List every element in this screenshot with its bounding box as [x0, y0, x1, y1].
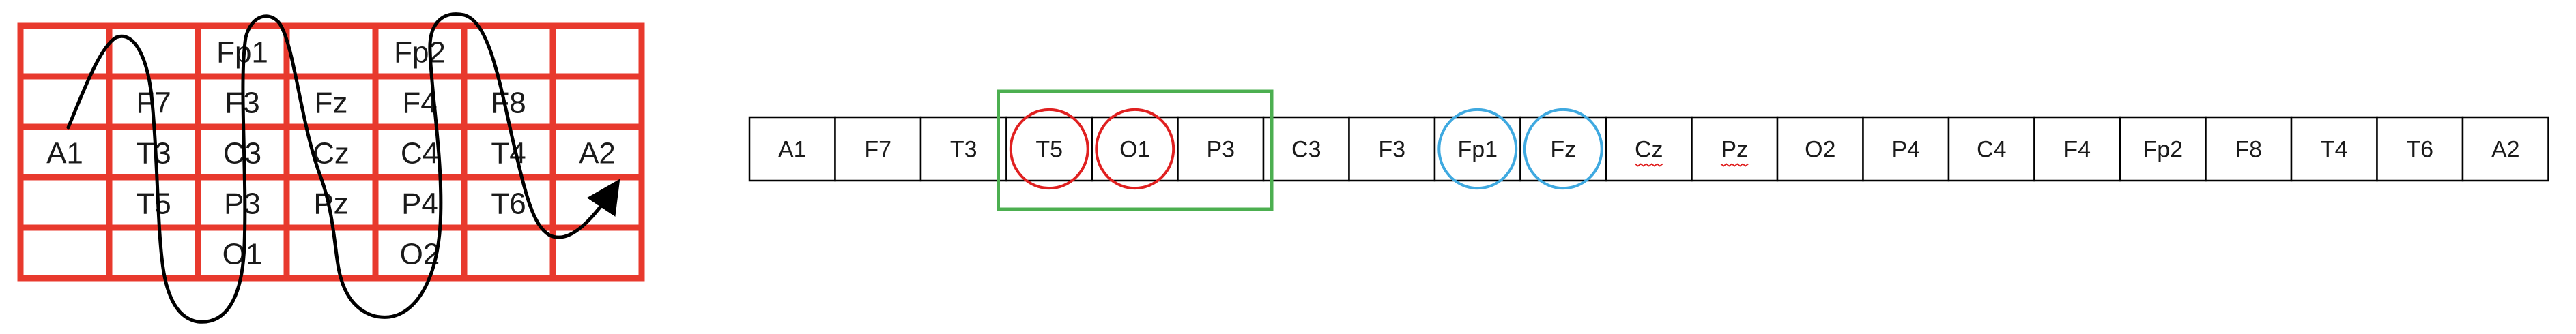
sequence-electrode-label: F8 — [2235, 137, 2262, 163]
grid-electrode-label: T6 — [491, 187, 526, 221]
grid-electrode-label: T4 — [491, 137, 526, 170]
sequence-electrode-label: P3 — [1206, 137, 1235, 163]
sequence-electrode-label: O2 — [1805, 137, 1835, 163]
sequence-cell — [1433, 116, 1521, 182]
sequence-electrode-label: C3 — [1291, 137, 1321, 163]
sequence-cell — [748, 116, 836, 182]
grid-electrode-label: C4 — [401, 137, 439, 170]
sequence-electrode-label: C4 — [1977, 137, 2006, 163]
sequence-cell — [2033, 116, 2121, 182]
spellcheck-underline — [1635, 163, 1663, 167]
highlight-circle-red — [1095, 108, 1175, 190]
montage-trace-path — [66, 12, 620, 324]
sequence-electrode-label: A2 — [2491, 137, 2520, 163]
electrode-grid — [17, 22, 645, 282]
highlight-circle-blue — [1523, 108, 1603, 190]
sequence-cell — [1947, 116, 2035, 182]
sequence-electrode-label: F7 — [864, 137, 891, 163]
sequence-electrode-label: T6 — [2406, 137, 2433, 163]
sequence-cell — [834, 116, 922, 182]
highlight-circle-blue — [1437, 108, 1518, 190]
sequence-electrode-label: A1 — [778, 137, 807, 163]
sequence-electrode-label: O1 — [1119, 137, 1150, 163]
grid-electrode-label: P4 — [401, 187, 438, 221]
sequence-electrode-label: Fz — [1550, 137, 1576, 163]
grid-electrode-label: T5 — [136, 187, 171, 221]
sequence-cell — [1177, 116, 1265, 182]
sequence-cell — [1519, 116, 1607, 182]
montage-sequence-labels: A1 F7 T3 T5 O1 P3 C3 F3 Fp1 Fz Cz Pz O2 P4 C4 F4 Fp2 F8 T4… — [778, 137, 2520, 163]
montage-highlights — [997, 89, 1749, 211]
sequence-cell — [1776, 116, 1864, 182]
highlight-box-green — [997, 89, 1274, 211]
sequence-electrode-label: Fp2 — [2143, 137, 2183, 163]
sequence-electrode-label: Fp1 — [1457, 137, 1498, 163]
sequence-cell — [2461, 116, 2549, 182]
sequence-electrode-label: T3 — [950, 137, 977, 163]
sequence-electrode-label: Pz — [1721, 137, 1748, 163]
sequence-cell — [1862, 116, 1950, 182]
sequence-electrode-label: P4 — [1891, 137, 1920, 163]
sequence-electrode-label: T4 — [2321, 137, 2348, 163]
grid-electrode-label: Fp2 — [394, 36, 446, 70]
sequence-electrode-label: Cz — [1635, 137, 1663, 163]
grid-electrode-label: A1 — [46, 137, 83, 170]
sequence-electrode-label: F4 — [2063, 137, 2091, 163]
grid-electrode-label: Cz — [313, 137, 349, 170]
sequence-electrode-label: F3 — [1378, 137, 1405, 163]
sequence-cell — [1005, 116, 1093, 182]
grid-electrode-label: A2 — [579, 137, 616, 170]
spellcheck-underline — [1720, 163, 1749, 167]
sequence-cell — [2290, 116, 2378, 182]
grid-electrode-label: Fz — [315, 87, 348, 120]
sequence-cell — [1691, 116, 1779, 182]
sequence-cell — [2205, 116, 2293, 182]
montage-sequence — [748, 116, 2549, 182]
sequence-cell — [2119, 116, 2207, 182]
sequence-cell — [1262, 116, 1350, 182]
sequence-electrode-label: T5 — [1035, 137, 1063, 163]
sequence-cell — [1348, 116, 1436, 182]
highlight-circle-red — [1009, 108, 1089, 190]
grid-electrode-label: P3 — [224, 187, 261, 221]
